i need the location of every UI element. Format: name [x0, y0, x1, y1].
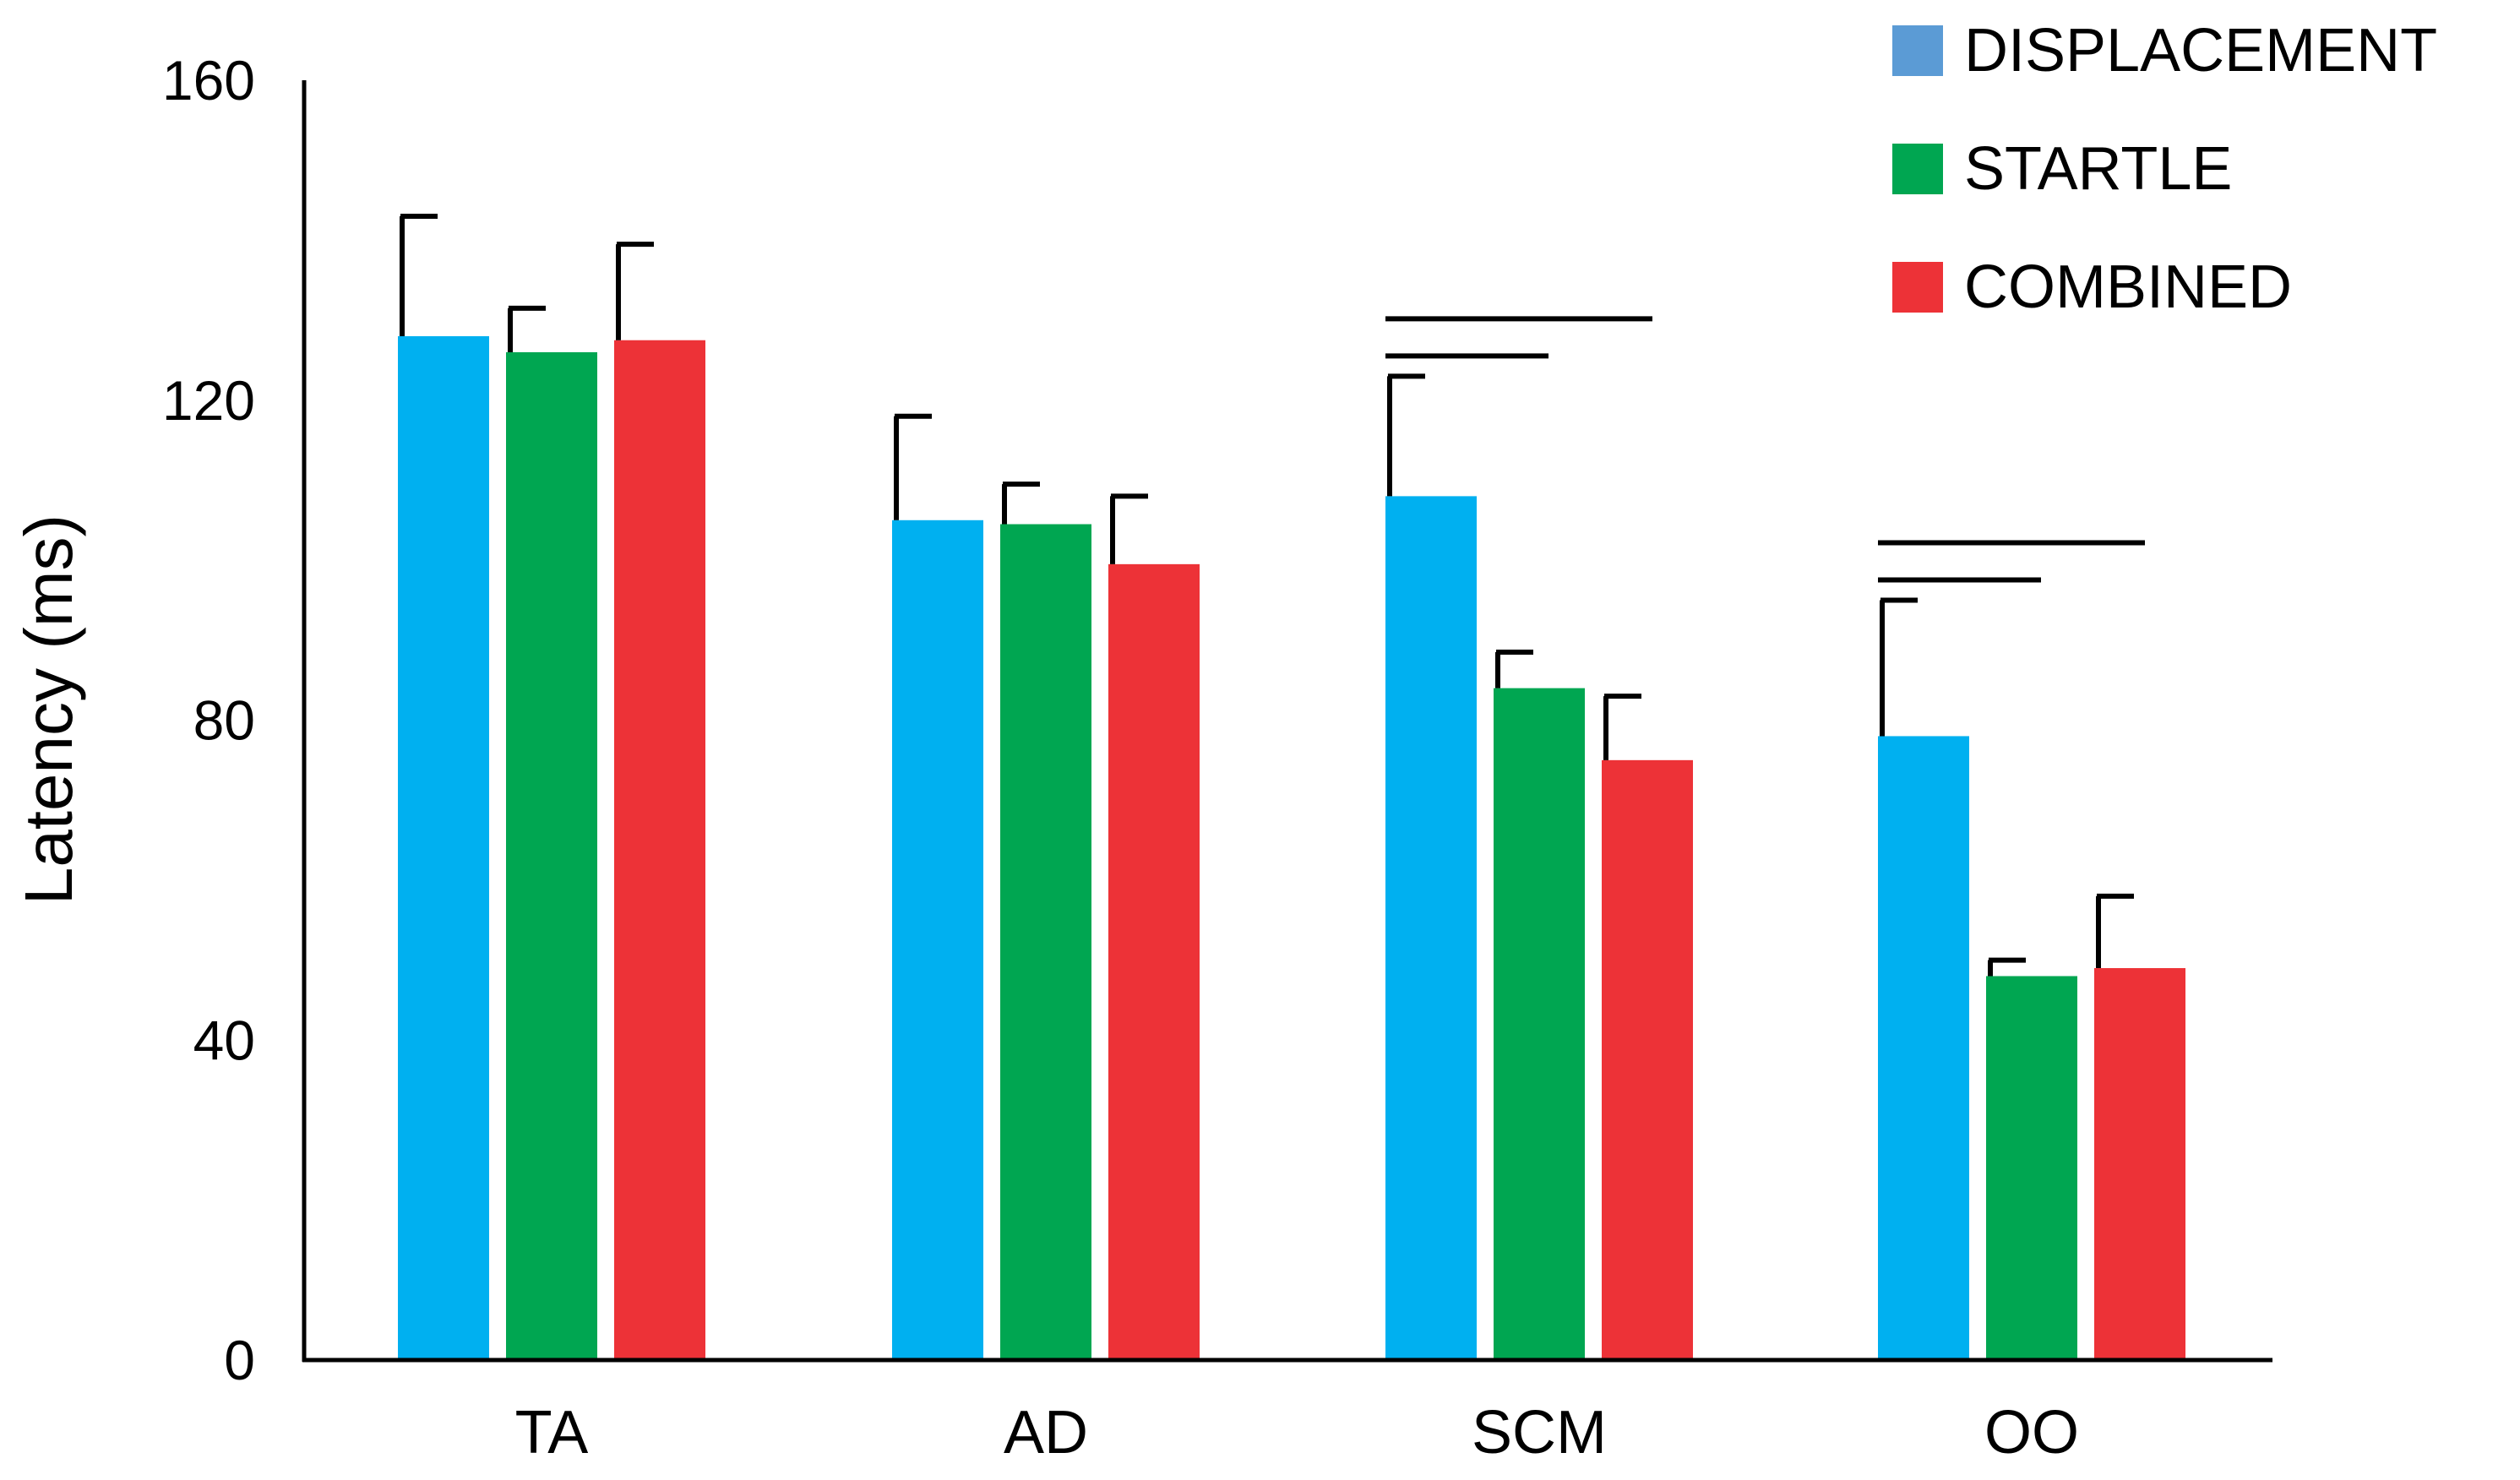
bar	[1000, 524, 1091, 1360]
legend-swatch	[1892, 262, 1943, 313]
x-category-label: TA	[515, 1399, 589, 1466]
y-ticks-group: 0 40 80 120 160	[162, 49, 255, 1391]
legend-label: STARTLE	[1964, 135, 2232, 203]
bar	[506, 351, 597, 1360]
legend-label: DISPLACEMENT	[1964, 17, 2437, 84]
x-category-label: SCM	[1472, 1399, 1607, 1466]
y-tick-label: 160	[162, 49, 255, 112]
bar	[1986, 976, 2077, 1360]
y-tick-label: 80	[193, 689, 255, 752]
significance-group	[1385, 316, 2145, 583]
bar	[2094, 968, 2185, 1360]
bars-group	[398, 336, 2185, 1360]
legend-label: COMBINED	[1964, 253, 2292, 321]
legend-swatch	[1892, 144, 1943, 194]
bar	[1108, 563, 1200, 1360]
bar	[1385, 496, 1477, 1360]
legend: DISPLACEMENT STARTLE COMBINED	[1892, 17, 2437, 321]
x-categories-group: TA AD SCM OO	[515, 1399, 2079, 1466]
bar	[892, 520, 983, 1360]
bar	[1878, 736, 1969, 1360]
bar	[1494, 688, 1585, 1360]
bar	[614, 340, 705, 1360]
y-tick-label: 120	[162, 369, 255, 432]
y-axis-label: Latency (ms)	[11, 514, 86, 905]
x-category-label: OO	[1984, 1399, 2079, 1466]
bar	[398, 336, 489, 1360]
legend-swatch	[1892, 25, 1943, 76]
y-tick-label: 0	[224, 1329, 255, 1391]
y-tick-label: 40	[193, 1009, 255, 1071]
bar	[1602, 759, 1693, 1360]
x-category-label: AD	[1004, 1399, 1088, 1466]
error-bars-group	[400, 213, 2134, 977]
